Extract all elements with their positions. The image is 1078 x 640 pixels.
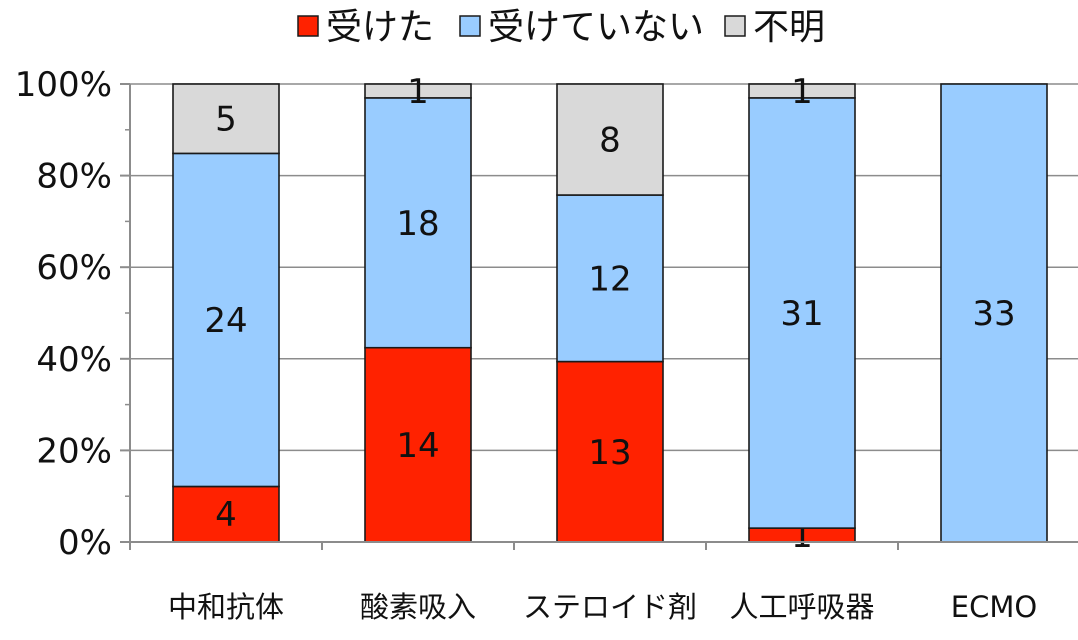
x-axis: 中和抗体 酸素吸入 ステロイド剤 人工呼吸器 ECMO — [129, 541, 1078, 624]
bar-segment — [364, 83, 472, 99]
data-label: 12 — [588, 259, 631, 299]
data-label: 1 — [407, 72, 429, 112]
x-category-label: ECMO — [951, 590, 1037, 624]
bar-segment — [172, 83, 280, 155]
bar-segment — [172, 152, 280, 488]
data-label: 24 — [204, 301, 247, 341]
legend: 受けた 受けていない 不明 — [297, 7, 825, 48]
x-category-label: 人工呼吸器 — [729, 590, 874, 624]
data-label: 4 — [215, 495, 237, 535]
bar-segment — [364, 346, 472, 543]
bar-segment — [556, 194, 664, 363]
legend-swatch — [459, 15, 481, 37]
y-tick-label: 100% — [15, 65, 112, 105]
legend-swatch — [297, 15, 319, 37]
x-category-label: ステロイド剤 — [523, 590, 697, 624]
y-tick-label: 80% — [36, 157, 112, 197]
data-label: 14 — [396, 426, 439, 466]
y-axis: 0% 20% 40% 60% 80% 100% — [15, 65, 131, 563]
y-tick-label: 20% — [36, 431, 112, 471]
data-label: 18 — [396, 204, 439, 244]
x-category-label: 中和抗体 — [168, 590, 284, 624]
data-label: 13 — [588, 433, 631, 473]
legend-label: 不明 — [753, 7, 825, 48]
bar-segment — [940, 83, 1048, 543]
bar-segment — [556, 83, 664, 196]
x-category-label: 酸素吸入 — [360, 590, 476, 624]
bar-segment — [364, 97, 472, 349]
y-tick-label: 40% — [36, 340, 112, 380]
y-tick-label: 0% — [58, 523, 112, 563]
legend-label: 受けた — [326, 7, 434, 48]
data-label: 33 — [972, 294, 1015, 334]
bar-segment — [748, 97, 856, 529]
y-tick-label: 60% — [36, 248, 112, 288]
data-label: 8 — [599, 121, 621, 161]
bar-segment — [748, 83, 856, 99]
bar-segment — [172, 485, 280, 543]
legend-label: 受けていない — [488, 7, 704, 48]
data-label: 5 — [215, 100, 237, 140]
data-label: 31 — [780, 294, 823, 334]
legend-swatch — [724, 15, 746, 37]
data-label: 1 — [791, 72, 813, 112]
